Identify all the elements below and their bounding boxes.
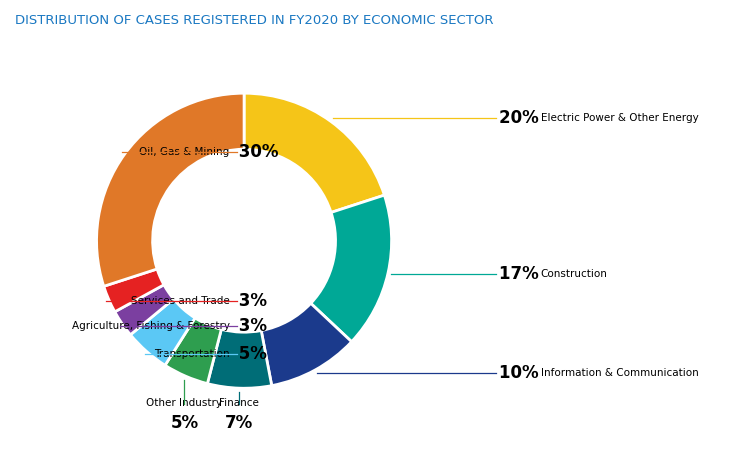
Wedge shape	[244, 93, 385, 212]
Text: 7%: 7%	[225, 414, 254, 432]
Text: Finance: Finance	[219, 398, 259, 408]
Wedge shape	[115, 285, 173, 335]
Wedge shape	[261, 303, 351, 386]
Text: 3%: 3%	[233, 292, 267, 310]
Text: Oil, Gas & Mining: Oil, Gas & Mining	[139, 147, 233, 157]
Wedge shape	[311, 195, 391, 342]
Text: 20%: 20%	[499, 110, 545, 127]
Wedge shape	[165, 318, 222, 384]
Text: Transportation: Transportation	[154, 349, 233, 359]
Text: 10%: 10%	[499, 364, 544, 382]
Text: Information & Communication: Information & Communication	[541, 368, 698, 379]
Text: 17%: 17%	[499, 265, 545, 283]
Text: 5%: 5%	[233, 345, 267, 363]
Text: Construction: Construction	[541, 269, 608, 279]
Wedge shape	[131, 299, 195, 365]
Text: 5%: 5%	[170, 414, 198, 432]
Wedge shape	[207, 329, 272, 388]
Text: Services and Trade: Services and Trade	[131, 296, 233, 306]
Text: DISTRIBUTION OF CASES REGISTERED IN FY2020 BY ECONOMIC SECTOR: DISTRIBUTION OF CASES REGISTERED IN FY20…	[15, 14, 493, 27]
Text: Agriculture, Fishing & Forestry: Agriculture, Fishing & Forestry	[71, 321, 233, 331]
Text: Other Industry: Other Industry	[146, 398, 222, 408]
Text: 3%: 3%	[233, 317, 267, 335]
Text: Electric Power & Other Energy: Electric Power & Other Energy	[541, 113, 698, 123]
Text: 30%: 30%	[233, 143, 279, 161]
Wedge shape	[104, 269, 164, 312]
Wedge shape	[97, 93, 244, 287]
